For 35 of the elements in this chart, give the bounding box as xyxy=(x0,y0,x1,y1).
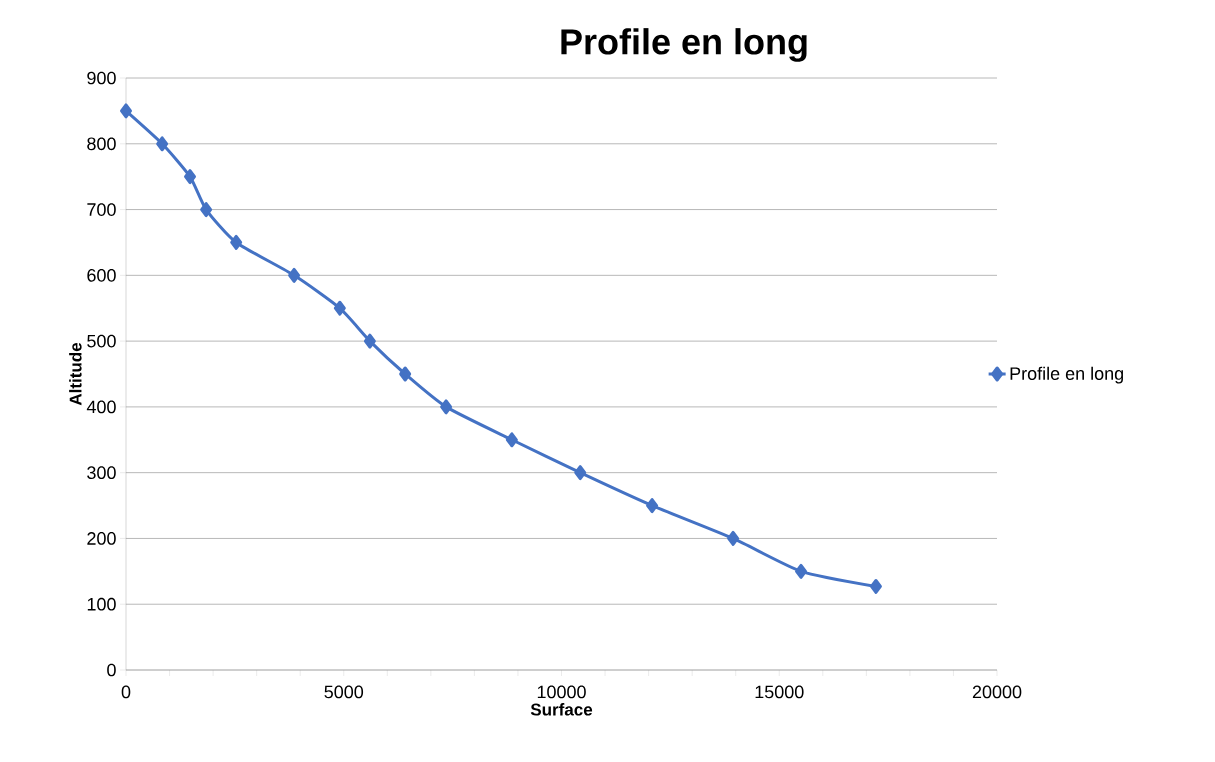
chart-title: Profile en long xyxy=(561,28,807,62)
y-tick-label: 600 xyxy=(87,268,116,282)
x-axis-title: Surface xyxy=(530,703,593,716)
point xyxy=(646,498,659,514)
x-tick-label: 10000 xyxy=(537,685,586,699)
point xyxy=(440,399,453,415)
y-tick-label: 500 xyxy=(87,334,116,348)
y-axis-title: Altitude xyxy=(69,342,82,406)
point xyxy=(795,563,808,579)
point xyxy=(120,103,132,119)
point xyxy=(727,530,740,546)
y-tick-label: 900 xyxy=(87,71,116,85)
x-tick-label: 5000 xyxy=(324,685,364,699)
point xyxy=(363,333,376,349)
point xyxy=(184,169,197,185)
y-tick-label: 400 xyxy=(86,400,116,414)
legend-label: Profile en long xyxy=(1010,366,1123,384)
point xyxy=(200,202,213,218)
y-tick-label: 800 xyxy=(87,137,116,151)
point xyxy=(505,432,518,448)
y-tick-label: 100 xyxy=(87,597,116,611)
point xyxy=(156,136,169,152)
y-tick-label: 700 xyxy=(87,203,116,216)
point xyxy=(288,267,301,283)
point xyxy=(869,578,882,594)
y-tick-label: 300 xyxy=(87,466,116,480)
point xyxy=(230,234,243,250)
point xyxy=(574,465,587,481)
point xyxy=(333,300,346,316)
x-tick-label: 15000 xyxy=(755,685,804,699)
x-tick-label: 0 xyxy=(121,685,131,699)
point xyxy=(399,366,412,382)
y-tick-label: 200 xyxy=(87,532,116,545)
x-tick-label: 20000 xyxy=(972,685,1022,699)
y-tick-label: 0 xyxy=(107,663,116,677)
